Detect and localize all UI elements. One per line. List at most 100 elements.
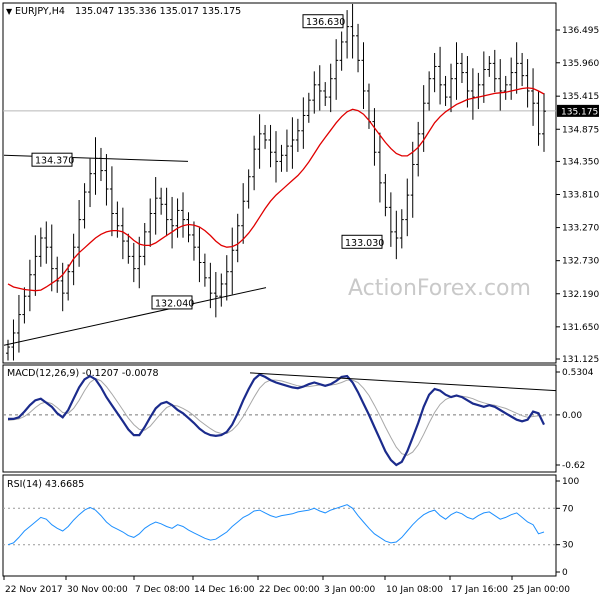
price-candle <box>186 212 191 243</box>
macd-tick-label: 0.5304 <box>562 368 594 378</box>
price-candle <box>230 227 235 295</box>
price-layer: 135.175 136.630 134.370 133.030 132.040 <box>3 3 599 361</box>
price-candle <box>170 196 175 249</box>
price-candle <box>219 273 224 307</box>
price-candle <box>224 255 229 301</box>
price-candle <box>383 173 388 217</box>
price-tick-label: 134.350 <box>562 157 599 167</box>
moving-average-line <box>7 87 545 292</box>
price-candle <box>104 154 109 206</box>
price-candle <box>432 52 437 93</box>
price-candle <box>16 294 21 353</box>
price-candle <box>175 198 180 238</box>
rsi-tick-label: 0 <box>562 568 568 578</box>
price-candle <box>427 71 432 111</box>
price-candle <box>66 264 71 301</box>
price-candle <box>279 144 284 172</box>
price-candle <box>60 262 65 312</box>
ohlc-header: 135.047 135.336 135.017 135.175 <box>75 6 241 17</box>
price-y-axis: 136.495 135.960 135.415 134.875 134.350 133.8… <box>556 26 599 365</box>
price-candle <box>394 210 399 260</box>
price-candle <box>323 82 328 106</box>
price-candle <box>514 42 519 94</box>
price-tick-label: 134.875 <box>562 125 599 135</box>
price-candle <box>120 207 125 260</box>
price-candle <box>328 63 333 113</box>
price-candle <box>44 221 49 264</box>
price-candle <box>274 131 278 183</box>
price-candle <box>449 63 454 113</box>
price-candle <box>55 256 60 293</box>
price-tick-label: 132.730 <box>562 257 599 267</box>
price-candle <box>257 114 262 169</box>
price-candle <box>481 51 486 103</box>
x-tick-label: 22 Dec 00:00 <box>259 585 320 595</box>
macd-trendline <box>249 372 557 392</box>
rsi-tick-label: 70 <box>562 504 574 514</box>
price-tick-label: 131.125 <box>562 355 599 365</box>
price-candle <box>416 121 421 177</box>
x-tick-label: 3 Jan 00:00 <box>324 585 376 595</box>
price-candle <box>509 57 514 100</box>
price-candle <box>317 65 322 111</box>
price-candle <box>295 118 300 152</box>
price-candle <box>525 59 530 108</box>
price-candle <box>306 92 311 123</box>
rsi-pane-frame <box>2 474 557 577</box>
price-candle <box>252 135 257 191</box>
price-candle <box>263 124 268 149</box>
price-candle <box>356 23 361 73</box>
price-candle <box>536 91 541 146</box>
macd-header: MACD(12,26,9) -0.1207 -0.0078 <box>7 368 159 379</box>
price-candle <box>164 187 169 237</box>
price-candle <box>372 108 377 166</box>
price-candle <box>290 117 295 169</box>
price-candle <box>153 177 158 235</box>
price-candle <box>109 166 114 237</box>
price-annotation-label: 133.030 <box>345 238 384 249</box>
rsi-tick-label: 30 <box>562 541 574 551</box>
price-tick-label: 133.270 <box>562 224 599 234</box>
price-candle <box>137 236 142 289</box>
price-candle <box>470 68 475 120</box>
price-candle <box>246 169 251 209</box>
price-candle <box>235 213 240 263</box>
price-candle <box>268 124 273 168</box>
rsi-tick-label: 100 <box>562 477 579 487</box>
macd-layer: 0.5304 0.00 -0.62 <box>3 368 594 471</box>
x-axis: 22 Nov 2017 30 Nov 00:00 7 Dec 08:00 14 Dec… <box>3 576 570 595</box>
price-candle <box>131 242 136 283</box>
price-candle <box>202 253 207 287</box>
price-candle <box>503 75 508 100</box>
price-candle <box>520 52 525 87</box>
price-candle <box>410 141 415 218</box>
price-candle <box>284 129 289 172</box>
macd-tick-label: -0.62 <box>562 461 585 471</box>
price-candle <box>6 339 10 361</box>
rsi-header: RSI(14) 43.6685 <box>7 479 84 490</box>
price-candle <box>33 235 38 296</box>
price-annotation: 133.030 <box>341 234 384 249</box>
x-tick-label: 22 Nov 2017 <box>5 585 63 595</box>
price-tick-label: 136.495 <box>562 26 599 36</box>
price-annotation: 136.630 <box>302 14 345 29</box>
price-candle <box>49 224 54 292</box>
rsi-line <box>7 504 545 546</box>
price-candle <box>241 183 246 244</box>
price-candle <box>405 178 410 237</box>
price-candle <box>115 201 120 238</box>
price-candle <box>542 93 546 152</box>
price-candle <box>339 31 344 71</box>
macd-tick-label: 0.00 <box>562 411 582 421</box>
price-candle <box>142 222 147 266</box>
symbol-header: EURJPY,H4 <box>15 6 65 17</box>
price-candle <box>345 10 350 59</box>
price-annotation: 134.370 <box>31 152 74 167</box>
price-candle <box>82 183 87 229</box>
rsi-layer: 100 70 30 0 <box>3 477 579 578</box>
x-tick-label: 7 Dec 08:00 <box>135 585 190 595</box>
price-candle <box>301 97 306 149</box>
price-candle <box>531 68 536 126</box>
price-candle <box>487 56 492 77</box>
